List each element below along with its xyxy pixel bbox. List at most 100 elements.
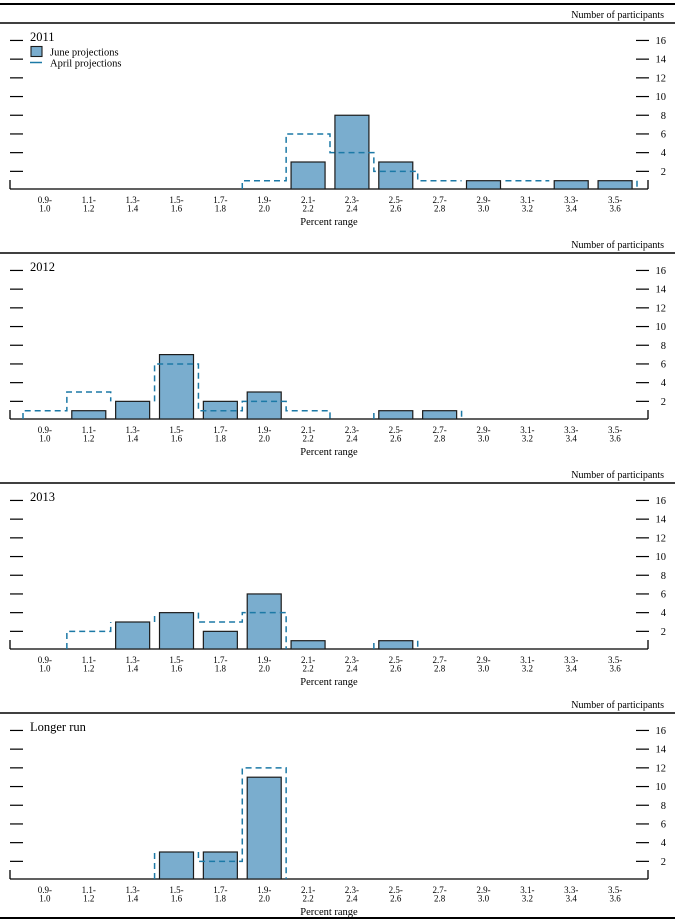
x-bin-label-top: 2.1- [301,885,315,895]
x-bin-label: 2.9-3.0 [476,195,490,214]
x-bin-label-top: 1.3- [126,195,140,205]
x-bin-label: 3.5-3.6 [608,195,622,214]
y-tick-label: 2 [661,167,666,178]
x-bin-label: 1.5-1.6 [169,425,183,444]
x-bin-label: 2.5-2.6 [389,425,403,444]
y-tick-label: 14 [656,745,667,756]
x-bin-label-top: 1.3- [126,885,140,895]
x-bin-label-bottom: 1.4 [127,894,139,904]
legend-june-swatch [30,45,43,58]
x-bin-label-bottom: 1.2 [83,434,94,444]
x-bin-label: 0.9-1.0 [38,655,52,674]
x-bin-label: 2.7-2.8 [433,885,447,904]
x-bin-label: 2.5-2.6 [389,885,403,904]
x-bin-label: 1.9-2.0 [257,195,271,214]
x-bin-label-bottom: 1.8 [215,204,227,214]
x-bin-label-bottom: 2.8 [434,894,446,904]
x-bin-label-top: 1.5- [169,425,183,435]
x-bin-label-bottom: 2.4 [346,664,358,674]
x-bin-label-top: 1.1- [82,655,96,665]
june-projection-bar [290,640,326,650]
x-bin-label: 2.9-3.0 [476,425,490,444]
x-bin-label-bottom: 1.8 [215,434,227,444]
x-bin-label: 2.9-3.0 [476,655,490,674]
x-axis-caption: Percent range [300,677,358,688]
x-bin-label-top: 2.1- [301,195,315,205]
y-axis-caption: Number of participants [571,240,664,251]
x-bin-label: 3.5-3.6 [608,885,622,904]
april-projection-step-line [66,611,419,649]
legend-june-label: June projections [50,48,119,59]
y-tick-label: 4 [661,378,667,389]
x-bin-label-top: 2.9- [476,655,490,665]
panel-2012: Number of participants 2012 2 4 6 8 10 12 14 16 0.… [0,240,675,458]
y-tick-label: 10 [656,92,667,103]
x-bin-label-top: 1.3- [126,425,140,435]
x-bin-label-top: 3.5- [608,195,622,205]
y-tick-label: 6 [661,589,666,600]
x-bin-label: 2.7-2.8 [433,195,447,214]
x-bin-label-bottom: 1.8 [215,894,227,904]
x-bin-label-top: 2.9- [476,195,490,205]
x-bin-label-bottom: 2.6 [390,204,402,214]
x-bin-label-bottom: 2.2 [302,664,313,674]
x-bin-label-top: 1.7- [213,425,227,435]
x-bin-label-bottom: 2.0 [259,204,271,214]
june-projection-bar [422,410,458,420]
y-tick-label: 4 [661,608,667,619]
y-tick-label: 16 [656,726,667,737]
x-bin-label: 1.5-1.6 [169,885,183,904]
x-bin-label-bottom: 2.6 [390,894,402,904]
june-projection-bar [158,851,195,880]
x-bin-label: 2.9-3.0 [476,885,490,904]
x-bin-label-bottom: 3.0 [478,434,490,444]
x-bin-label-top: 3.1- [520,655,534,665]
y-tick-label: 10 [656,552,667,563]
x-bin-label: 2.3-2.4 [345,885,359,904]
x-bin-label: 1.9-2.0 [257,425,271,444]
june-projection-bar [158,353,195,420]
x-bin-label: 0.9-1.0 [38,195,52,214]
x-bin-label-bottom: 3.0 [478,204,490,214]
x-bin-label: 2.5-2.6 [389,195,403,214]
x-bin-label-top: 2.3- [345,655,359,665]
y-axis-caption: Number of participants [571,470,664,481]
x-bin-label-top: 3.5- [608,655,622,665]
x-bin-label: 1.5-1.6 [169,195,183,214]
y-tick-label: 8 [661,111,666,122]
x-bin-label-bottom: 2.2 [302,894,313,904]
panel-title: 2013 [30,490,55,504]
april-projection-step-line [22,363,463,419]
x-bin-label: 1.1-1.2 [82,425,96,444]
x-axis-caption: Percent range [300,447,358,458]
x-axis-caption: Percent range [300,217,358,228]
x-bin-label-bottom: 1.0 [39,204,51,214]
x-bin-label: 1.7-1.8 [213,425,227,444]
x-bin-label: 2.3-2.4 [345,655,359,674]
x-bin-label-top: 1.1- [82,425,96,435]
x-bin-label: 2.3-2.4 [345,425,359,444]
x-bin-label: 0.9-1.0 [38,885,52,904]
y-tick-label: 4 [661,838,667,849]
y-tick-label: 14 [656,55,667,66]
x-bin-label: 3.5-3.6 [608,425,622,444]
june-projection-bar [378,640,414,650]
june-projection-bar [553,180,589,190]
x-bin-label-bottom: 2.6 [390,664,402,674]
x-bin-label: 3.1-3.2 [520,655,534,674]
x-bin-label-bottom: 1.6 [171,204,183,214]
top-rule [0,3,675,5]
x-bin-label-top: 2.3- [345,425,359,435]
x-bin-label-top: 0.9- [38,425,52,435]
x-bin-label-bottom: 3.0 [478,894,490,904]
x-bin-label-bottom: 1.4 [127,204,139,214]
x-bin-label-top: 2.1- [301,655,315,665]
y-tick-label: 16 [656,266,667,277]
y-tick-label: 12 [656,73,667,84]
june-projection-bar [202,630,238,650]
x-bin-label-bottom: 3.4 [566,894,578,904]
x-bin-label: 1.3-1.4 [126,425,140,444]
x-bin-label: 1.5-1.6 [169,655,183,674]
x-bin-label-top: 3.5- [608,425,622,435]
x-bin-label-top: 3.3- [564,655,578,665]
